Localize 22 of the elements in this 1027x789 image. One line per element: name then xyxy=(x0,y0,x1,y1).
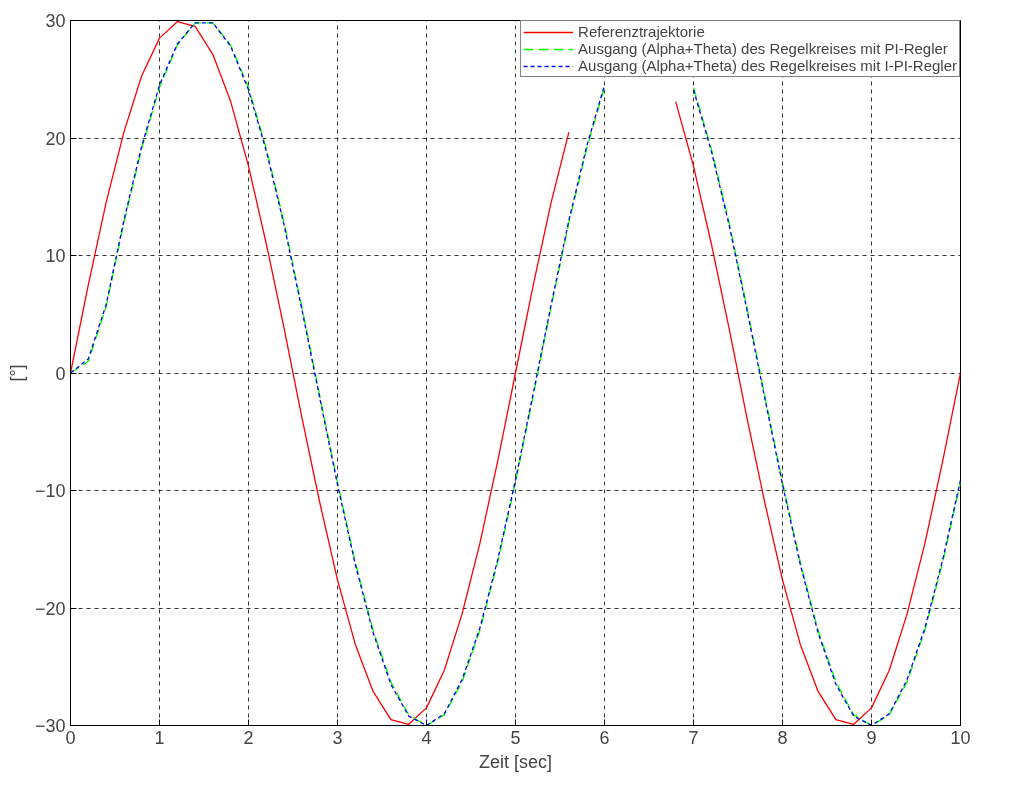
x-axis-title: Zeit [sec] xyxy=(478,751,553,772)
x-tick-label: 9 xyxy=(866,727,877,748)
x-tick-label: 4 xyxy=(421,727,432,748)
legend-label: Ausgang (Alpha+Theta) des Regelkreises mit I-PI-Regler xyxy=(578,57,957,74)
x-tick-label: 1 xyxy=(154,727,165,748)
y-tick-label: 0 xyxy=(55,363,66,384)
x-tick-label: 7 xyxy=(688,727,699,748)
y-tick-label: 30 xyxy=(45,11,66,31)
y-tick-label: −20 xyxy=(34,598,66,619)
x-tick-label: 3 xyxy=(332,727,343,748)
x-tick-label: 2 xyxy=(243,727,254,748)
legend-label: Ausgang (Alpha+Theta) des Regelkreises mit PI-Regler xyxy=(578,40,948,57)
legend-label: Referenztrajektorie xyxy=(578,23,705,40)
x-tick-label: 6 xyxy=(599,727,610,748)
x-tick-label: 5 xyxy=(510,727,521,748)
y-tick-label: −30 xyxy=(34,716,66,736)
x-tick-label: 8 xyxy=(777,727,788,748)
y-tick-label: 20 xyxy=(45,128,66,149)
y-tick-label: −10 xyxy=(34,481,66,501)
x-tick-label: 10 xyxy=(950,727,971,748)
y-axis-title: [°] xyxy=(6,364,27,382)
y-tick-label: 10 xyxy=(45,246,66,266)
